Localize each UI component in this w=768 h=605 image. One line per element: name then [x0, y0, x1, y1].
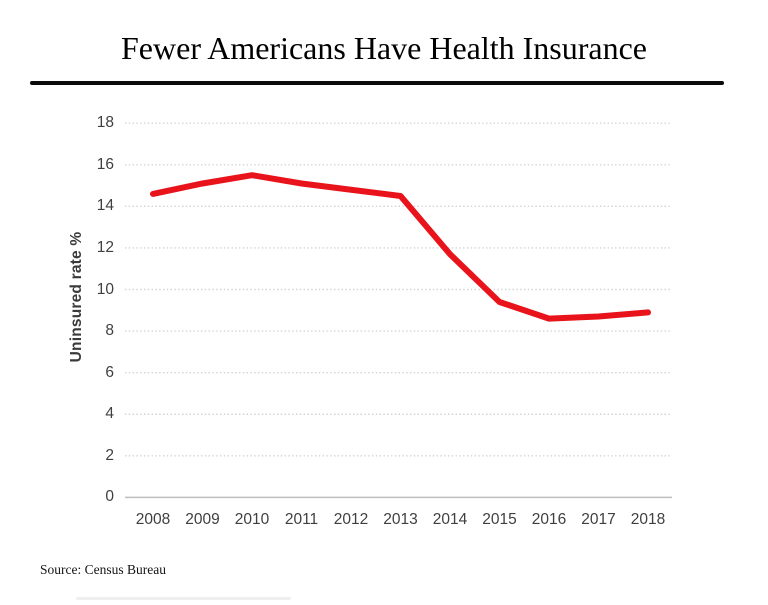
uninsured-rate-line: [150, 172, 651, 322]
x-tick-label: 2018: [630, 511, 666, 528]
x-tick-label: 2016: [531, 511, 567, 528]
x-tick-label: 2015: [482, 511, 517, 528]
y-tick-label: 10: [96, 280, 114, 298]
source-note: Source: Census Bureau: [40, 562, 166, 577]
y-tick-label: 2: [105, 446, 114, 464]
chart-title: Fewer Americans Have Health Insurance: [121, 30, 647, 66]
x-tick-label: 2014: [432, 511, 468, 528]
y-tick-label: 12: [96, 238, 114, 256]
y-tick-label: 8: [105, 322, 114, 340]
title-underline: [30, 81, 724, 85]
y-tick-label: 16: [96, 155, 114, 173]
x-tick-label: 2011: [284, 511, 319, 528]
x-tick-label: 2008: [135, 511, 171, 528]
y-tick-label: 6: [105, 363, 114, 381]
x-tick-label: 2010: [234, 511, 270, 528]
y-tick-label: 18: [96, 114, 114, 132]
x-tick-label: 2009: [185, 511, 220, 528]
bottom-edge-artifact: [76, 597, 291, 600]
x-tick-label: 2017: [581, 511, 616, 528]
y-tick-label: 14: [96, 197, 114, 215]
x-tick-label: 2012: [333, 511, 369, 528]
y-tick-label: 0: [105, 488, 114, 506]
x-tick-label: 2013: [383, 511, 418, 528]
y-tick-label: 4: [105, 405, 114, 423]
